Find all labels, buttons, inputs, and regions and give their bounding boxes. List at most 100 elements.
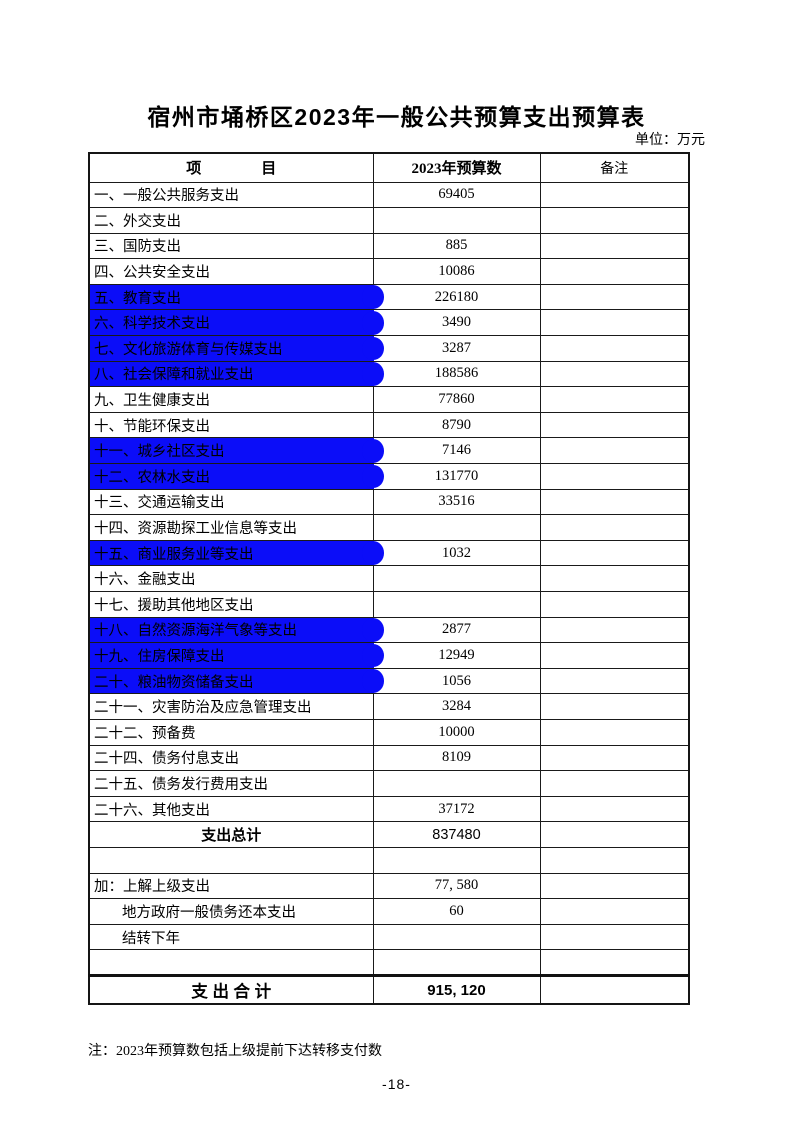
budget-cell: 10000 bbox=[372, 718, 541, 746]
item-cell[interactable]: 结转下年 bbox=[88, 923, 374, 951]
item-cell[interactable]: 二、外交支出 bbox=[88, 207, 374, 234]
item-cell[interactable]: 十七、援助其他地区支出 bbox=[88, 591, 374, 618]
table-row: 二十六、其他支出 37172 bbox=[88, 795, 690, 823]
table-row: 六、科学技术支出 3490 bbox=[88, 309, 690, 337]
budget-value: 33516 bbox=[438, 493, 475, 510]
remark-cell bbox=[539, 539, 690, 567]
remark-cell bbox=[539, 795, 690, 823]
item-cell[interactable] bbox=[88, 846, 374, 874]
item-cell[interactable]: 三、国防支出 bbox=[88, 232, 374, 260]
item-label: 十六、金融支出 bbox=[94, 572, 196, 589]
text-selection-bulge bbox=[361, 336, 384, 361]
remark-cell bbox=[539, 411, 690, 439]
budget-cell: 3287 bbox=[372, 335, 541, 362]
item-cell[interactable]: 二十一、灾害防治及应急管理支出 bbox=[88, 693, 374, 720]
item-cell[interactable]: 十六、金融支出 bbox=[88, 565, 374, 592]
remark-cell bbox=[539, 846, 690, 874]
budget-cell: 3284 bbox=[372, 693, 541, 720]
item-label: 十五、商业服务业等支出 bbox=[94, 546, 254, 563]
remark-cell bbox=[539, 514, 690, 541]
item-cell[interactable]: 十、节能环保支出 bbox=[88, 411, 374, 439]
budget-cell: 2877 bbox=[372, 616, 541, 644]
item-label: 二十六、其他支出 bbox=[94, 802, 210, 819]
item-cell[interactable]: 十一、城乡社区支出 bbox=[88, 437, 384, 465]
item-cell[interactable]: 十八、自然资源海洋气象等支出 bbox=[88, 616, 384, 644]
budget-value: 2877 bbox=[442, 621, 471, 638]
item-label: 八、社会保障和就业支出 bbox=[94, 367, 254, 384]
item-cell[interactable] bbox=[88, 949, 374, 976]
item-cell[interactable]: 加：上解上级支出 bbox=[88, 872, 374, 900]
item-label: 九、卫生健康支出 bbox=[94, 393, 210, 410]
budget-value: 226180 bbox=[434, 288, 479, 305]
item-label: 十八、自然资源海洋气象等支出 bbox=[94, 623, 297, 640]
item-cell[interactable]: 十三、交通运输支出 bbox=[88, 488, 374, 516]
budget-value: 7146 bbox=[442, 442, 471, 459]
table-row: 九、卫生健康支出 77860 bbox=[88, 386, 690, 413]
remark-cell bbox=[539, 437, 690, 465]
budget-cell bbox=[372, 949, 541, 976]
budget-value: 77, 580 bbox=[434, 877, 479, 894]
item-cell[interactable]: 二十四、债务付息支出 bbox=[88, 744, 374, 772]
budget-value: 1056 bbox=[442, 672, 471, 689]
item-cell[interactable]: 支出总计 bbox=[88, 821, 374, 848]
item-cell[interactable]: 四、公共安全支出 bbox=[88, 258, 374, 285]
budget-cell: 915, 120 bbox=[372, 973, 541, 1005]
budget-value: 188586 bbox=[434, 365, 479, 382]
table-row: 三、国防支出 885 bbox=[88, 232, 690, 260]
item-label: 一、一般公共服务支出 bbox=[94, 188, 239, 205]
budget-value: 3287 bbox=[442, 339, 471, 356]
item-cell[interactable]: 一、一般公共服务支出 bbox=[88, 181, 374, 209]
item-cell[interactable]: 九、卫生健康支出 bbox=[88, 386, 374, 413]
item-cell[interactable]: 十五、商业服务业等支出 bbox=[88, 539, 384, 567]
remark-cell bbox=[539, 386, 690, 413]
item-cell[interactable]: 十四、资源勘探工业信息等支出 bbox=[88, 514, 374, 541]
budget-cell bbox=[372, 770, 541, 797]
budget-table-body: 一、一般公共服务支出 69405 二、外交支出 三、国防支出 885 四、公共安… bbox=[88, 181, 690, 1005]
table-row: 一、一般公共服务支出 69405 bbox=[88, 181, 690, 209]
table-row: 十五、商业服务业等支出 1032 bbox=[88, 539, 690, 567]
budget-cell: 77860 bbox=[372, 386, 541, 413]
budget-value: 3490 bbox=[442, 314, 471, 331]
item-label: 十三、交通运输支出 bbox=[94, 495, 225, 512]
budget-cell: 77, 580 bbox=[372, 872, 541, 900]
budget-cell: 3490 bbox=[372, 309, 541, 337]
budget-cell: 188586 bbox=[372, 360, 541, 388]
footnote: 注：2023年预算数包括上级提前下达转移支付数 bbox=[88, 1044, 382, 1059]
item-cell[interactable]: 二十二、预备费 bbox=[88, 718, 374, 746]
item-label: 四、公共安全支出 bbox=[94, 265, 210, 282]
item-cell[interactable]: 六、科学技术支出 bbox=[88, 309, 384, 337]
table-row: 八、社会保障和就业支出 188586 bbox=[88, 360, 690, 388]
budget-cell bbox=[372, 923, 541, 951]
table-row: 结转下年 bbox=[88, 923, 690, 951]
item-cell[interactable]: 十二、农林水支出 bbox=[88, 463, 384, 490]
item-cell[interactable]: 十九、住房保障支出 bbox=[88, 642, 384, 669]
budget-table: 项 目 2023年预算数 备注 一、一般公共服务支出 69405 二、外交支出 … bbox=[88, 152, 690, 1006]
table-header: 项 目 2023年预算数 备注 bbox=[88, 152, 690, 183]
item-cell[interactable]: 地方政府一般债务还本支出 bbox=[88, 898, 374, 925]
item-cell[interactable]: 二十五、债务发行费用支出 bbox=[88, 770, 374, 797]
table-row: 二十、粮油物资储备支出 1056 bbox=[88, 667, 690, 695]
item-cell[interactable]: 二十、粮油物资储备支出 bbox=[88, 667, 384, 695]
item-label: 加：上解上级支出 bbox=[94, 879, 210, 896]
remark-cell bbox=[539, 616, 690, 644]
budget-cell: 8109 bbox=[372, 744, 541, 772]
item-cell[interactable]: 七、文化旅游体育与传媒支出 bbox=[88, 335, 384, 362]
budget-cell: 37172 bbox=[372, 795, 541, 823]
remark-cell bbox=[539, 718, 690, 746]
item-label: 支 出 合 计 bbox=[191, 983, 272, 1002]
item-label: 三、国防支出 bbox=[94, 239, 181, 256]
text-selection-bulge bbox=[361, 362, 384, 386]
item-cell[interactable]: 八、社会保障和就业支出 bbox=[88, 360, 384, 388]
item-cell[interactable]: 五、教育支出 bbox=[88, 283, 384, 311]
remark-cell bbox=[539, 283, 690, 311]
budget-cell: 226180 bbox=[372, 283, 541, 311]
budget-value: 37172 bbox=[438, 800, 475, 817]
table-row: 二十四、债务付息支出 8109 bbox=[88, 744, 690, 772]
budget-value: 915, 120 bbox=[427, 981, 486, 999]
item-cell[interactable]: 支 出 合 计 bbox=[88, 973, 374, 1005]
item-cell[interactable]: 二十六、其他支出 bbox=[88, 795, 374, 823]
budget-cell: 7146 bbox=[372, 437, 541, 465]
budget-value: 77860 bbox=[438, 391, 475, 408]
table-row: 支出总计 837480 bbox=[88, 821, 690, 848]
